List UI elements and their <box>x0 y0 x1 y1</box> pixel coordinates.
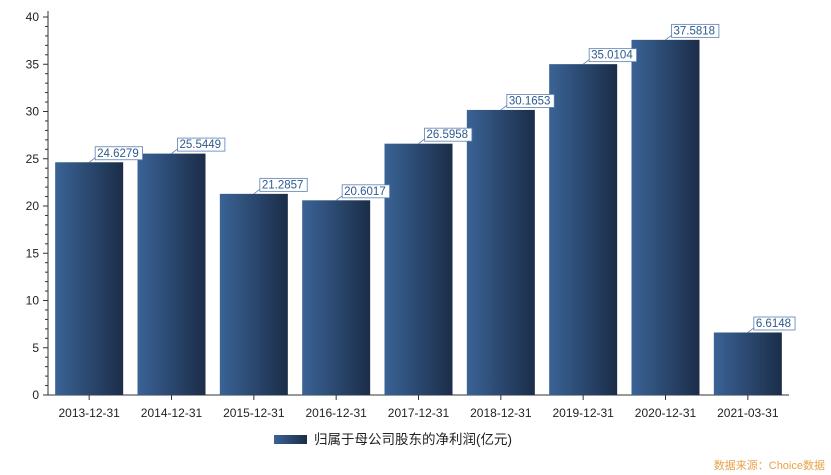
data-labels: 24.6279 25.5449 21.2857 20.6017 26.5958 30.16… <box>88 23 796 333</box>
data-label: 37.5818 <box>674 25 716 37</box>
data-label-box <box>94 146 143 161</box>
data-label-box <box>177 137 226 152</box>
data-label-box <box>588 48 637 63</box>
x-tick-label: 2015-12-31 <box>223 406 285 420</box>
data-label-leader <box>253 189 261 195</box>
y-tick-label: 15 <box>26 246 40 260</box>
y-axis: 0 5 10 15 20 25 30 35 40 <box>26 10 49 402</box>
data-label-leader <box>335 195 343 201</box>
bars <box>55 39 782 395</box>
source-note: 数据来源：Choice数据 <box>713 460 825 472</box>
y-tick-label: 20 <box>26 199 40 213</box>
data-label-box <box>753 316 796 331</box>
data-label-leader <box>88 157 96 163</box>
x-axis: 2013-12-31 2014-12-31 2015-12-31 2016-12-31… <box>48 394 789 420</box>
data-label: 26.5958 <box>427 129 469 141</box>
legend-swatch <box>274 435 307 444</box>
bar <box>466 109 535 395</box>
x-tick-label: 2016-12-31 <box>305 406 367 420</box>
y-tick-label: 40 <box>26 10 40 24</box>
x-tick-label: 2017-12-31 <box>388 406 450 420</box>
y-tick-label: 25 <box>26 152 40 166</box>
x-tick-label: 2021-03-31 <box>717 406 779 420</box>
data-label: 25.5449 <box>180 139 222 151</box>
bar <box>713 332 782 395</box>
bar <box>55 162 124 395</box>
legend[interactable]: 归属于母公司股东的净利润(亿元) <box>274 431 512 447</box>
bar <box>384 143 453 395</box>
data-label-box <box>341 184 390 199</box>
y-tick-label: 10 <box>26 294 40 308</box>
data-label-leader <box>582 59 590 65</box>
data-label-leader <box>418 138 425 144</box>
data-label: 20.6017 <box>344 186 386 198</box>
data-label: 35.0104 <box>591 50 633 62</box>
data-label-box <box>424 127 473 142</box>
bar <box>631 39 700 395</box>
y-tick-label: 35 <box>26 57 40 71</box>
data-label: 21.2857 <box>262 179 304 191</box>
y-tick-label: 0 <box>32 388 39 402</box>
y-tick-label: 5 <box>32 341 39 355</box>
data-label-box <box>506 94 555 108</box>
data-label: 24.6279 <box>97 148 139 160</box>
data-label-box <box>259 177 308 192</box>
x-tick-label: 2014-12-31 <box>141 406 203 420</box>
data-label-box <box>671 23 720 38</box>
bar <box>219 193 288 395</box>
x-tick-label: 2013-12-31 <box>58 406 120 420</box>
data-label-leader <box>747 327 755 333</box>
x-tick-label: 2019-12-31 <box>552 406 614 420</box>
bar <box>137 153 206 395</box>
data-label: 30.1653 <box>509 95 551 107</box>
legend-label: 归属于母公司股东的净利润(亿元) <box>314 431 512 447</box>
data-label-leader <box>665 35 672 41</box>
data-label: 6.6148 <box>756 318 791 330</box>
data-label-leader <box>500 105 508 111</box>
x-tick-label: 2020-12-31 <box>635 406 697 420</box>
bar <box>302 200 371 395</box>
y-tick-label: 30 <box>26 105 40 119</box>
bar <box>549 64 618 395</box>
x-tick-label: 2018-12-31 <box>470 406 532 420</box>
data-label-leader <box>171 148 178 154</box>
